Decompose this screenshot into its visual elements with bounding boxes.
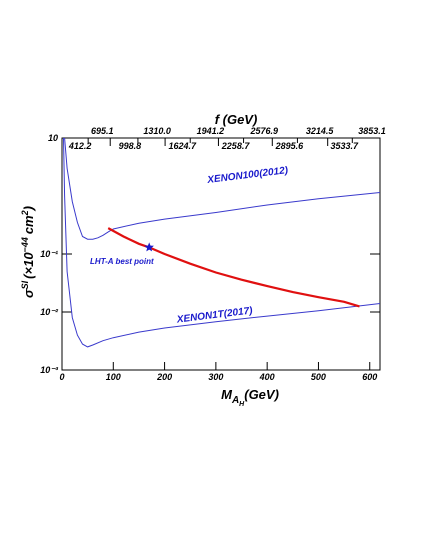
curve-label: XENON1T(2017) — [175, 305, 254, 325]
x-tick-label: 100 — [106, 372, 121, 382]
y-label-part: cm — [21, 215, 36, 234]
x-tick-label: 300 — [208, 372, 223, 382]
x-label-part: (GeV) — [244, 387, 279, 402]
x-label-subsub: H — [239, 401, 245, 408]
y-label-sup: 2 — [20, 210, 30, 216]
x-tick-label: 500 — [311, 372, 326, 382]
curve-label: XENON100(2012) — [206, 165, 290, 186]
top-tick-label: 3853.1 — [358, 126, 386, 136]
top-tick-label: 1624.7 — [168, 141, 197, 151]
top-tick-label: 3533.7 — [331, 141, 360, 151]
y-tick-label: 10⁻³ — [40, 365, 59, 375]
top-tick-label: 998.8 — [119, 141, 142, 151]
y-label-sup: SI — [20, 280, 30, 289]
curve — [63, 138, 380, 348]
y-label-part: σ — [21, 288, 36, 298]
x-tick-label: 400 — [259, 372, 275, 382]
y-label-part: (×10 — [21, 252, 36, 279]
curve — [107, 227, 360, 308]
x-axis-title: MAH(GeV) — [221, 387, 279, 408]
x-tick-label: 600 — [362, 372, 377, 382]
x-tick-label: 200 — [156, 372, 172, 382]
y-label-part: ) — [21, 206, 36, 212]
y-tick-label: 10 — [48, 133, 58, 143]
top-tick-label: 1310.0 — [143, 126, 171, 136]
y-label-sup: −44 — [20, 237, 30, 252]
top-axis-title: f (GeV) — [215, 112, 258, 127]
y-tick-label: 10⁻¹ — [40, 249, 58, 259]
top-tick-label: 2895.6 — [275, 141, 305, 151]
top-tick-label: 412.2 — [68, 141, 92, 151]
top-tick-label: 695.1 — [91, 126, 114, 136]
best-point-label: LHT-A best point — [90, 257, 154, 266]
y-tick-label: 10⁻² — [40, 307, 59, 317]
y-axis-title: σSI(×10−44 cm2) — [20, 206, 36, 298]
top-tick-label: 1941.2 — [197, 126, 225, 136]
x-label-part: M — [221, 387, 233, 402]
curve — [64, 138, 380, 240]
x-tick-label: 0 — [59, 372, 64, 382]
top-tick-label: 2576.9 — [250, 126, 279, 136]
best-point — [144, 242, 154, 252]
top-tick-label: 2258.7 — [221, 141, 251, 151]
x-label-sub: A — [231, 395, 239, 406]
top-tick-label: 3214.5 — [306, 126, 335, 136]
